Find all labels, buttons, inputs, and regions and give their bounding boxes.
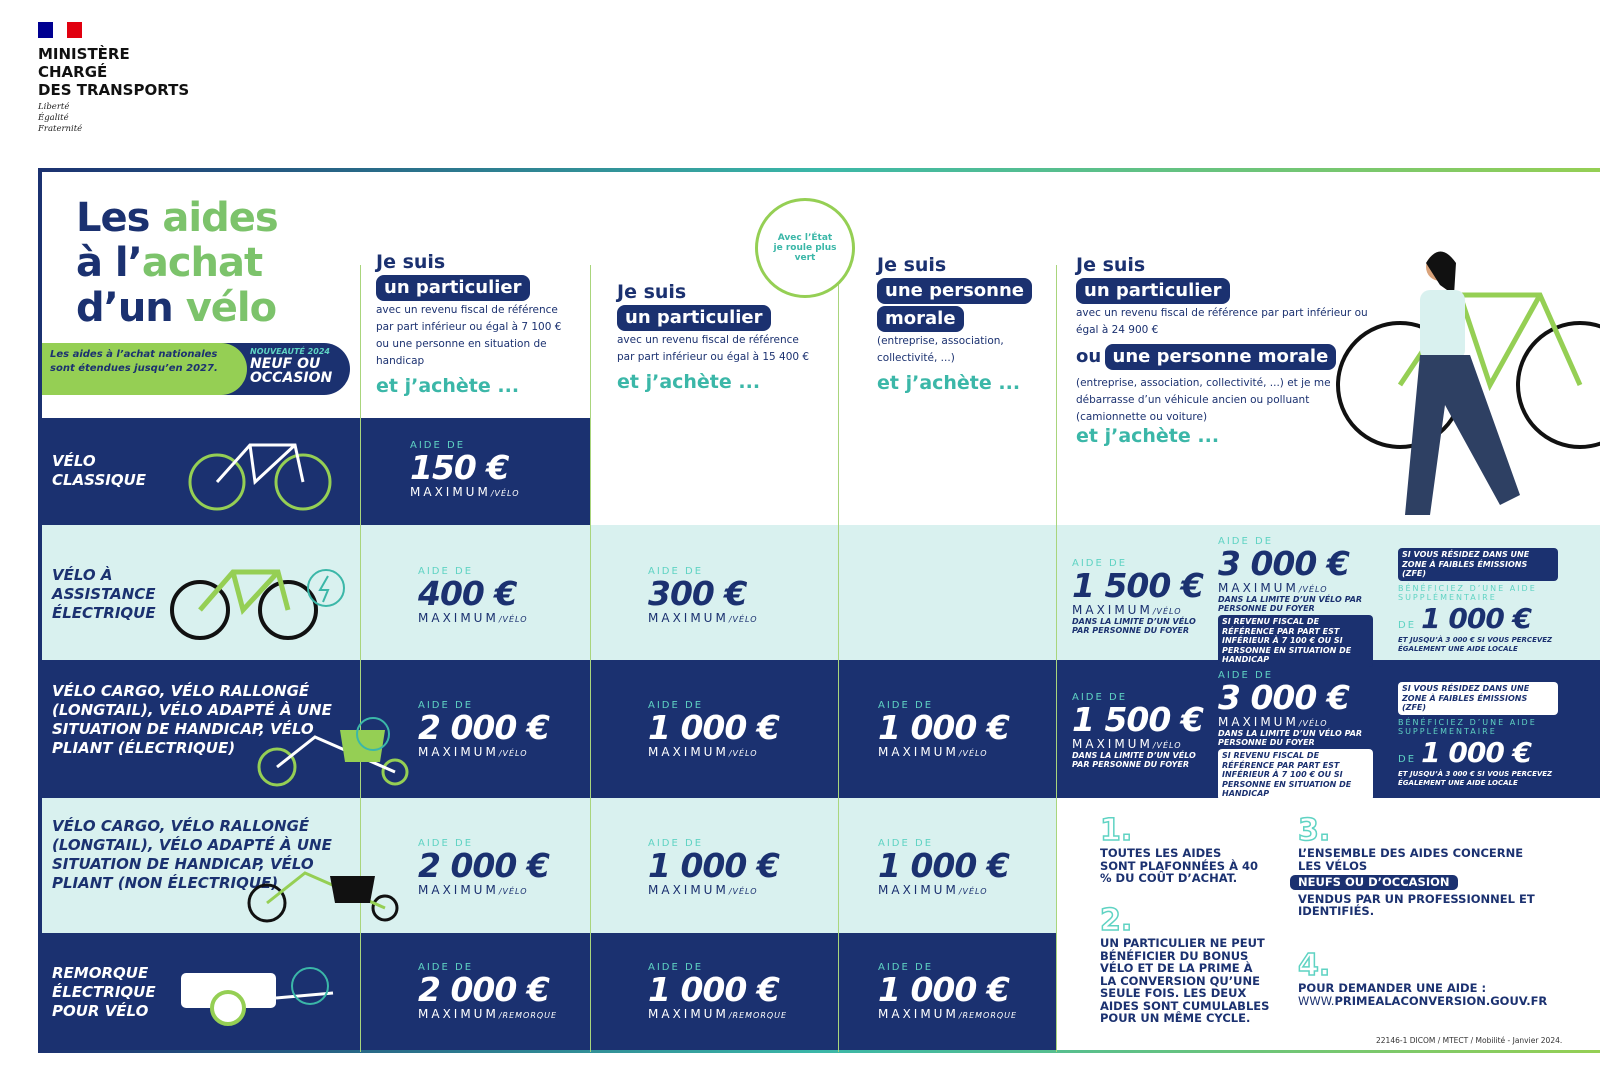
divider [590,265,591,1052]
row-label-classic: VÉLO CLASSIQUE [52,452,147,489]
row-label-electric: VÉLO À ASSISTANCE ÉLECTRIQUE [52,566,156,622]
cyclist-illustration [1336,251,1600,515]
aid-classic-col1: AIDE DE 150 € MAXIMUM/VÉLO [410,440,520,499]
note-4: 4. POUR DEMANDER UNE AIDE : WWW.PRIMEALACO… [1297,949,1588,1008]
bottom-border [38,1050,1600,1053]
aid-cargo-electric-col3: AIDE DE 1 000 € MAXIMUM/VÉLO [878,700,1010,759]
conversion-cargo-zfe: SI VOUS RÉSIDEZ DANS UNE ZONE À FAIBLES … [1398,682,1558,788]
aid-trailer-col1: AIDE DE 2 000 € MAXIMUM/REMORQUE [418,962,558,1021]
conversion-cargo-base: AIDE DE 1 500 € MAXIMUM/VÉLO DANS LA LIMITE… [1072,692,1204,769]
aid-cargo-electric-col2: AIDE DE 1 000 € MAXIMUM/VÉLO [648,700,780,759]
note-3: 3. L’ENSEMBLE DES AIDES CONCERNE LES VÉLO… [1290,814,1548,918]
aid-trailer-col2: AIDE DE 1 000 € MAXIMUM/REMORQUE [648,962,788,1021]
banner-extended-text: Les aides à l’achat nationales sont éten… [42,343,247,395]
electric-bicycle-icon [170,569,345,640]
aid-trailer-col3: AIDE DE 1 000 € MAXIMUM/REMORQUE [878,962,1018,1021]
page-title: Les aides à l’achat d’un vélo [76,195,279,331]
ministry-name: MINISTÈRE CHARGÉ DES TRANSPORTS [38,45,190,99]
top-border [38,168,1600,172]
banner-new: NOUVEAUTÉ 2024 NEUF OU OCCASION [250,347,333,386]
row-bg [42,798,1056,933]
left-border [38,168,42,1052]
column-header-4: Je suis un particulier avec un revenu fis… [1076,254,1368,447]
conversion-electric-zfe: SI VOUS RÉSIDEZ DANS UNE ZONE À FAIBLES … [1398,548,1558,654]
aid-cargo-col3: AIDE DE 1 000 € MAXIMUM/VÉLO [878,838,1010,897]
electric-trailer-icon [181,967,334,1026]
column-header-2: Je suis un particulier avec un revenu fis… [617,281,810,393]
row-label-cargo: VÉLO CARGO, VÉLO RALLONGÉ (LONGTAIL), VÉ… [52,817,332,892]
footer-credit: 22146-1 DICOM / MTECT / Mobilité - Janvi… [1376,1036,1563,1045]
conversion-electric-base: AIDE DE 1 500 € MAXIMUM/VÉLO DANS LA LIMITE… [1072,558,1204,635]
row-label-cargo-electric: VÉLO CARGO, VÉLO RALLONGÉ (LONGTAIL), VÉ… [52,682,332,757]
divider [360,265,361,1052]
aid-cargo-electric-col1: AIDE DE 2 000 € MAXIMUM/VÉLO [418,700,550,759]
electric-cargo-bike-icon [257,717,409,787]
note-2: 2. UN PARTICULIER NE PEUT BÉNÉFICIER DU B… [1099,903,1270,1025]
note-1: 1. TOUTES LES AIDES SONT PLAFONNÉES À 40 … [1099,813,1258,885]
divider [838,265,839,1052]
divider [1056,265,1057,1052]
column-header-1: Je suis un particulier avec un revenu fis… [376,251,562,397]
column-header-3: Je suis une personne morale (entreprise, a… [877,253,1037,393]
devise: Liberté Égalité Fraternité [38,102,83,134]
row-label-trailer: REMORQUE ÉLECTRIQUE POUR VÉLO [52,964,156,1020]
cargo-bike-icon [247,871,399,923]
conversion-electric-high: AIDE DE 3 000 € MAXIMUM/VÉLO DANS LA LIMITE… [1218,536,1373,667]
aid-cargo-col1: AIDE DE 2 000 € MAXIMUM/VÉLO [418,838,550,897]
conversion-cargo-high: AIDE DE 3 000 € MAXIMUM/VÉLO DANS LA LIMITE… [1218,670,1373,801]
aid-electric-col2: AIDE DE 300 € MAXIMUM/VÉLO [648,566,758,625]
stamp-logo: Avec l’État je roule plus vert [755,198,855,298]
french-flag-logo [38,22,83,38]
bicycle-icon [188,443,332,511]
website-link[interactable]: WWW.PRIMEALACONVERSION.GOUV.FR [1298,993,1548,1008]
aid-electric-col1: AIDE DE 400 € MAXIMUM/VÉLO [418,566,528,625]
aid-cargo-col2: AIDE DE 1 000 € MAXIMUM/VÉLO [648,838,780,897]
